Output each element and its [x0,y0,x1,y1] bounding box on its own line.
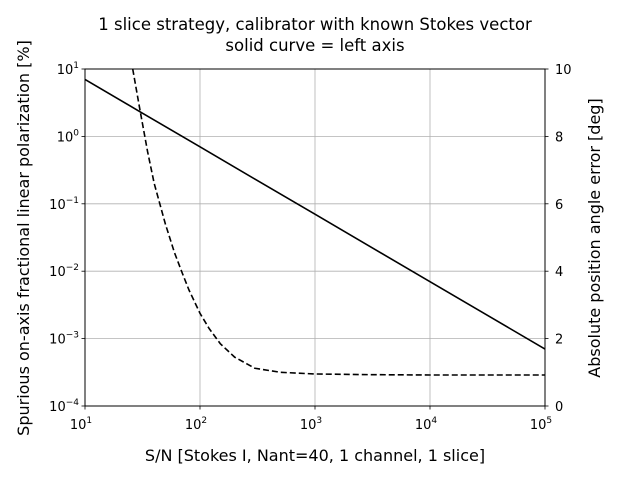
x-tick-label: 104 [415,416,438,433]
series-dashed-line [131,68,545,376]
y-left-tick-label: 100 [57,128,80,145]
y-left-tick-label: 10−4 [49,398,79,415]
y-right-tick-label: 6 [555,198,563,213]
y-left-tick-exponent: −1 [66,196,79,206]
y-right-tick-label: 4 [555,265,563,280]
chart-title: 1 slice strategy, calibrator with known … [98,15,532,34]
x-tick-exponent: 3 [316,416,322,426]
y-right-tick-label: 8 [555,130,563,145]
y-left-tick-exponent: −4 [66,398,80,408]
x-tick-label: 103 [300,416,322,433]
y-left-tick-base: 10 [57,130,74,145]
x-tick-label: 102 [185,416,207,433]
y-right-tick-label: 2 [555,333,563,348]
x-tick-base: 10 [415,418,432,433]
y-axis-label-left: Spurious on-axis fractional linear polar… [14,40,33,436]
y-left-tick-exponent: 0 [73,128,79,138]
y-left-tick-exponent: −3 [66,331,79,341]
x-axis-label: S/N [Stokes I, Nant=40, 1 channel, 1 sli… [145,446,485,465]
y-left-tick-exponent: 1 [73,61,79,71]
grid-lines [85,69,545,406]
x-tick-exponent: 4 [431,416,437,426]
y-left-tick-base: 10 [49,265,66,280]
y-left-tick-base: 10 [57,63,74,78]
series-solid-line [84,78,546,350]
y-left-tick-exponent: −2 [66,263,79,273]
x-tick-base: 10 [530,418,547,433]
chart-subtitle: solid curve = left axis [225,36,404,55]
y-left-tick-base: 10 [49,198,66,213]
plot-series [84,68,546,376]
x-tick-exponent: 2 [201,416,207,426]
y-left-tick-label: 10−3 [49,331,79,348]
y-left-tick-label: 10−2 [49,263,79,280]
y-left-tick-label: 101 [57,61,79,78]
y-left-tick-label: 10−1 [49,196,79,213]
axis-ticks: 101 102 103 104 10510110010−110−210−310−4108… [49,61,571,433]
x-tick-base: 10 [70,418,87,433]
y-right-tick-label: 0 [555,400,563,415]
x-tick-label: 101 [70,416,92,433]
y-right-tick-label: 10 [555,63,572,78]
x-tick-label: 105 [530,416,552,433]
x-tick-exponent: 5 [546,416,552,426]
y-left-tick-base: 10 [49,333,66,348]
x-tick-base: 10 [185,418,202,433]
x-tick-exponent: 1 [86,416,92,426]
y-left-tick-base: 10 [49,400,66,415]
x-tick-base: 10 [300,418,317,433]
y-axis-label-right: Absolute position angle error [deg] [585,98,604,377]
